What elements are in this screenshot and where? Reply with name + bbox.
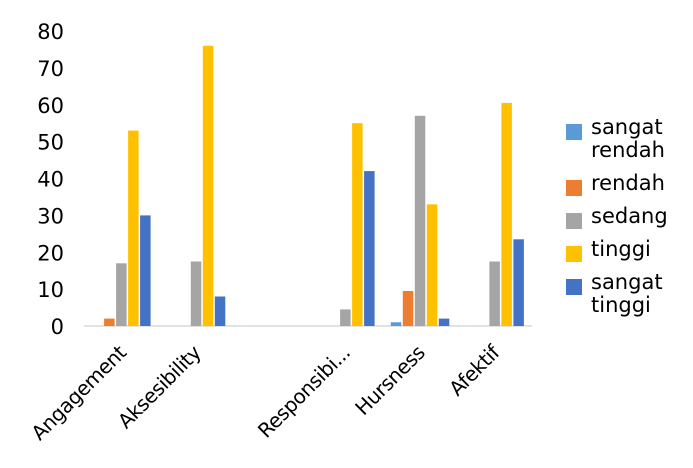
bar-sangat-tinggi <box>364 171 375 326</box>
legend-item-sedang: sedang <box>563 204 688 229</box>
y-tick-label: 20 <box>37 241 64 265</box>
legend-swatch-sangat-rendah <box>566 124 582 140</box>
legend-label-line: sangat <box>591 115 663 139</box>
bar-tinggi <box>426 204 438 326</box>
legend-item-sangat-rendah: sangat rendah <box>563 116 688 162</box>
legend-item-sangat-tinggi: sangat tinggi <box>563 271 688 317</box>
bar-sangat-tinggi <box>140 215 151 326</box>
bar-tinggi <box>352 123 363 326</box>
bar-sangat-tinggi <box>513 239 524 326</box>
bar-rendah <box>104 318 115 326</box>
legend-swatch-rendah <box>566 180 582 196</box>
legend-label-line: rendah <box>591 171 665 195</box>
bar-sangat-tinggi <box>214 296 226 326</box>
bar-rendah <box>402 291 414 326</box>
bar-sedang <box>489 261 500 326</box>
y-tick-label: 0 <box>51 315 64 339</box>
x-category-label: Hursness <box>350 341 429 420</box>
bar-tinggi <box>501 102 512 327</box>
y-tick-label: 70 <box>37 57 64 81</box>
legend-item-tinggi: tinggi <box>563 237 688 262</box>
legend-swatch-tinggi <box>566 246 582 262</box>
bar-sangat-tinggi <box>438 318 450 326</box>
y-tick-label: 50 <box>37 131 64 155</box>
legend: sangat rendah rendah sedang tinggi sanga… <box>563 116 688 327</box>
bar-sedang <box>116 263 127 326</box>
bar-sedang <box>190 261 202 326</box>
legend-label-line: rendah <box>591 138 665 162</box>
y-tick-label: 10 <box>37 278 64 302</box>
bar-tinggi <box>202 45 214 327</box>
y-tick-label: 80 <box>37 20 64 44</box>
bar-sangat-rendah <box>390 322 402 326</box>
y-tick-label: 60 <box>37 94 64 118</box>
legend-label-line: tinggi <box>591 293 651 317</box>
x-category-label: Angagement <box>26 340 131 445</box>
legend-swatch-sangat-tinggi <box>566 279 582 295</box>
x-category-label: Responsibi... <box>253 341 355 443</box>
bar-tinggi <box>128 130 139 326</box>
y-tick-label: 40 <box>37 168 64 192</box>
x-category-label: Afektif <box>444 340 505 401</box>
legend-label-line: sangat <box>591 270 663 294</box>
bars <box>104 45 524 327</box>
bar-sedang <box>340 309 351 326</box>
y-axis-ticks: 0 10 20 30 40 50 60 70 80 <box>37 20 64 339</box>
bar-sedang <box>414 115 426 326</box>
legend-label-line: tinggi <box>591 237 651 261</box>
legend-swatch-sedang <box>566 213 582 229</box>
legend-label-line: sedang <box>591 204 668 228</box>
legend-item-rendah: rendah <box>563 171 688 196</box>
y-tick-label: 30 <box>37 204 64 228</box>
